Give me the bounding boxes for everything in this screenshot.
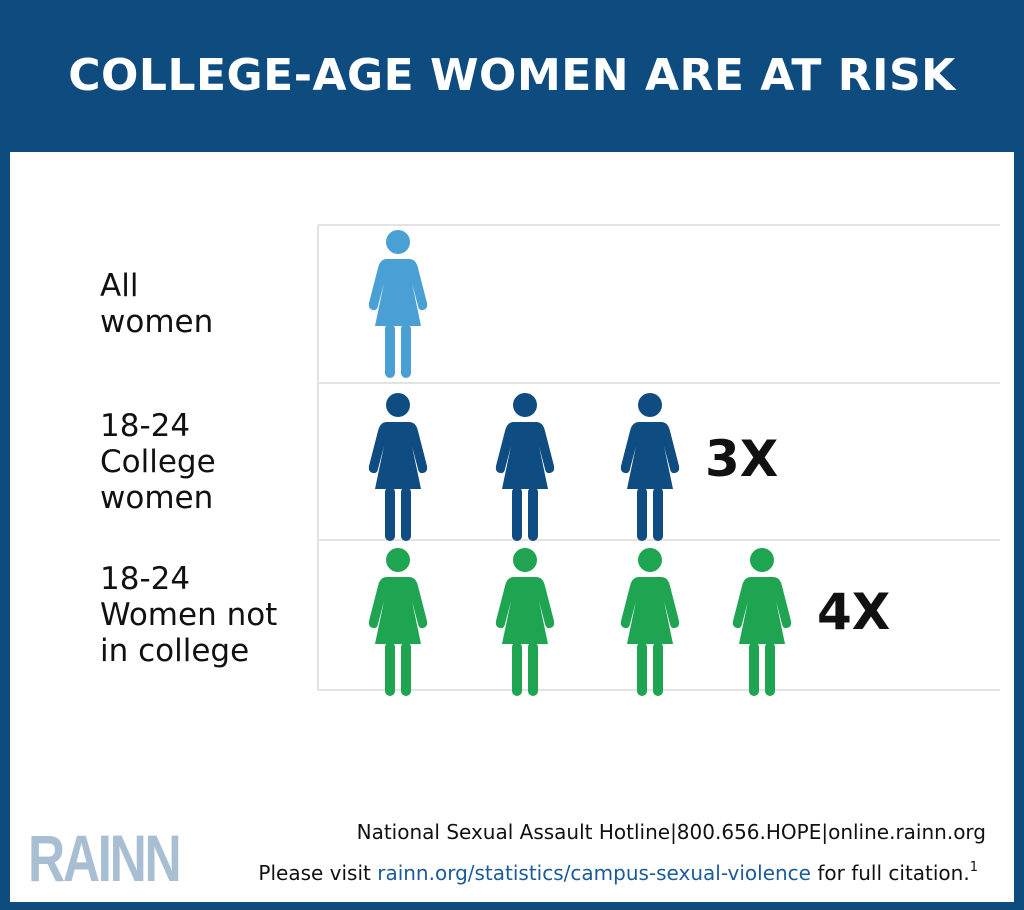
woman-icon [368, 393, 428, 541]
category-label-line: College [100, 443, 216, 480]
pictogram-row [368, 548, 792, 696]
multiplier-label: 4X [817, 583, 891, 641]
category-label-line: in college [100, 633, 250, 669]
woman-icon [732, 548, 792, 696]
woman-icon [620, 393, 680, 541]
woman-icon [495, 548, 555, 696]
content-panel: All women 18-24 College women 18-24 Women not i… [10, 152, 1014, 902]
category-label-line: 18-24 [100, 561, 191, 597]
category-label-line: 18-24 [100, 407, 191, 444]
category-label-line: women [100, 304, 214, 340]
rainn-logo: RAINN [28, 821, 182, 895]
woman-icon [495, 393, 555, 541]
citation-link[interactable]: rainn.org/statistics/campus-sexual-viole… [377, 861, 811, 885]
multiplier-label: 3X [705, 429, 779, 488]
page-title: COLLEGE-AGE WOMEN ARE AT RISK [68, 49, 956, 101]
category-label: 18-24 Women not in college [100, 561, 277, 669]
pictogram-row [368, 393, 680, 541]
citation-prefix: Please visit [258, 861, 378, 885]
citation-suffix: for full citation. [810, 861, 970, 885]
category-label-line: All [100, 268, 139, 304]
category-label-line: Women not [100, 597, 278, 633]
citation-superscript: 1 [969, 860, 978, 875]
pictogram-row [368, 230, 428, 378]
category-label-line: women [100, 479, 214, 516]
pictogram-chart [317, 224, 1000, 696]
category-label: 18-24 College women [100, 408, 216, 516]
citation-text: Please visit rainn.org/statistics/campus… [258, 860, 978, 885]
woman-icon [368, 548, 428, 696]
woman-icon [368, 230, 428, 378]
header-banner: COLLEGE-AGE WOMEN ARE AT RISK [0, 0, 1024, 150]
woman-icon [620, 548, 680, 696]
hotline-text: National Sexual Assault Hotline|800.656.… [356, 820, 986, 844]
category-label: All women [100, 268, 213, 340]
